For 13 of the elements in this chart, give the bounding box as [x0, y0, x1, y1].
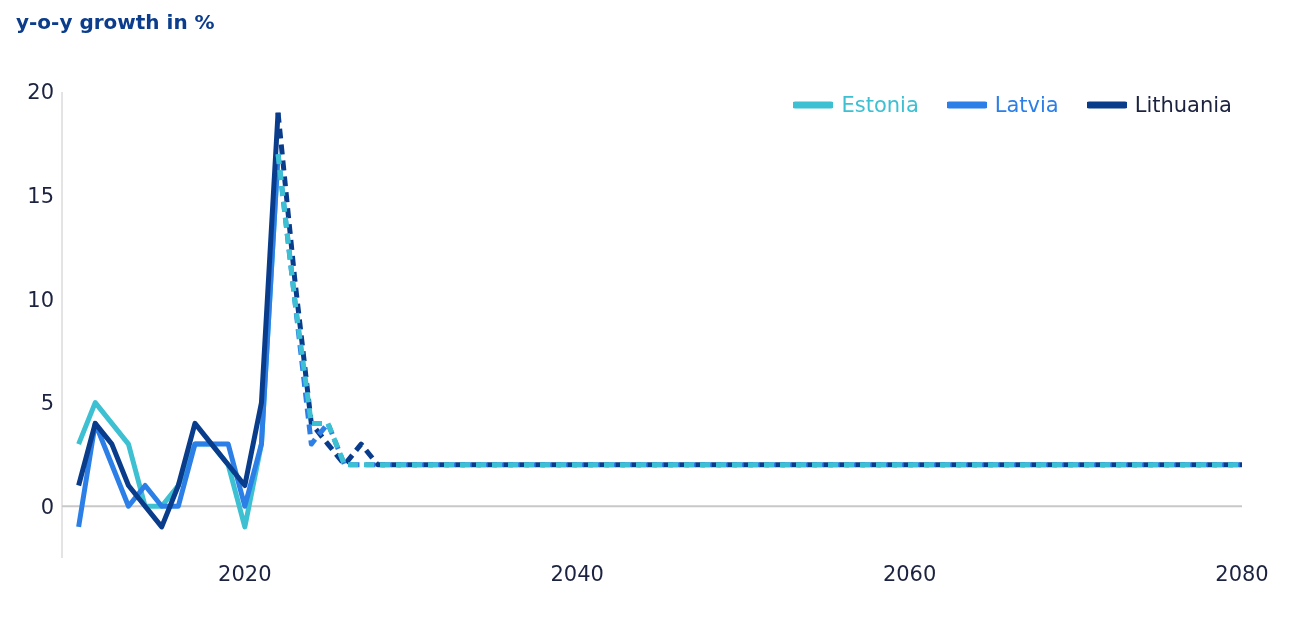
y-tick-label: 20: [27, 80, 54, 105]
legend-label: Latvia: [994, 93, 1059, 117]
legend-label: Lithuania: [1134, 93, 1232, 117]
x-tick-label: 2080: [1215, 561, 1269, 586]
x-tick-label: 2060: [882, 561, 937, 586]
y-tick-label: 0: [40, 494, 54, 519]
x-tick-label: 2040: [550, 561, 604, 586]
y-tick-label: 5: [40, 391, 54, 416]
legend-label: Estonia: [841, 93, 919, 117]
x-tick-label: 2020: [218, 561, 272, 586]
y-axis-title: y-o-y growth in %: [16, 10, 215, 34]
y-tick-label: 10: [27, 287, 54, 312]
y-tick-label: 15: [27, 184, 54, 209]
